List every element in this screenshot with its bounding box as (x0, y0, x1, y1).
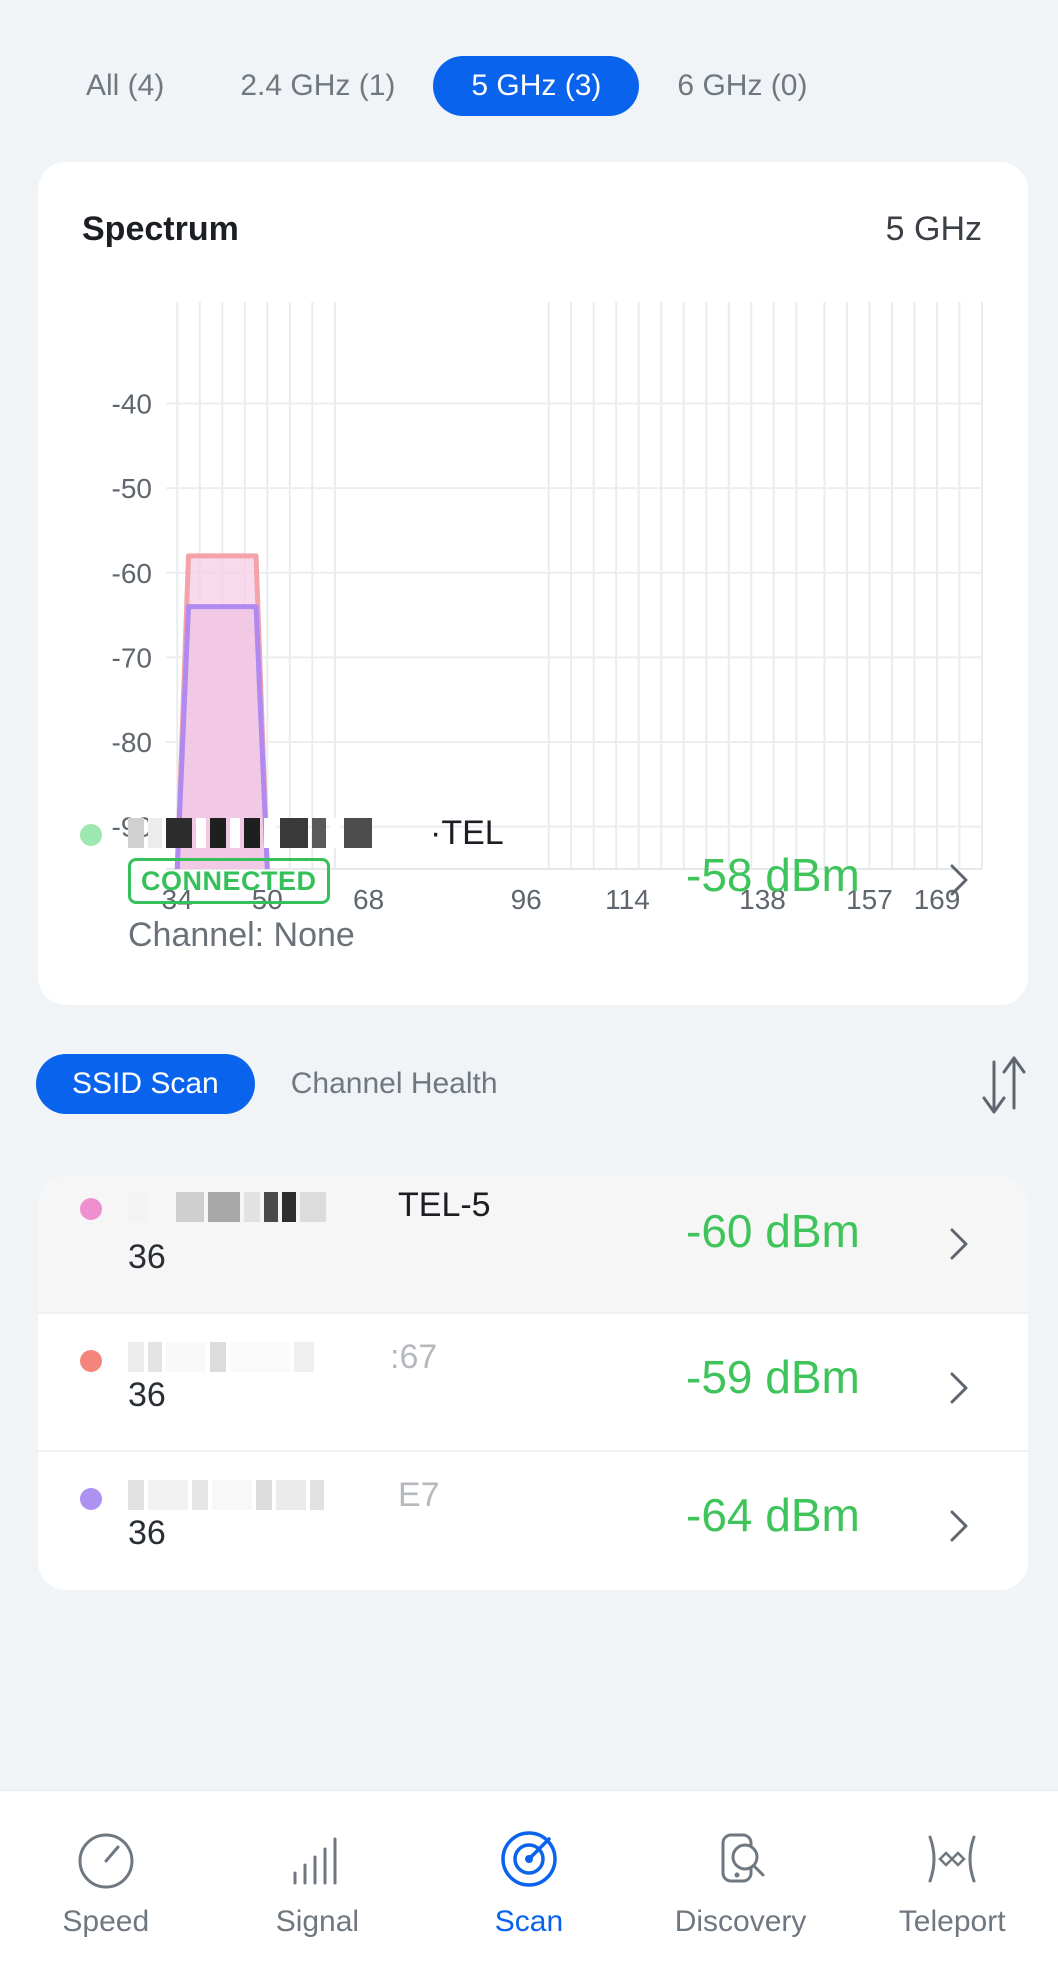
chevron-right-icon (950, 1510, 968, 1542)
network-channel: 36 (128, 1514, 166, 1552)
network-channel: 36 (128, 1376, 166, 1414)
redacted-ssid (128, 1192, 326, 1222)
network-signal-dbm: -59 dBm (686, 1351, 860, 1403)
x-tick-label: 114 (605, 884, 650, 915)
y-tick-label: -40 (112, 389, 152, 420)
network-signal-dbm: -64 dBm (686, 1489, 860, 1541)
connected-ssid-text: TEL (441, 814, 504, 852)
x-tick-label: 68 (353, 884, 384, 915)
signal-bars-icon (293, 1837, 337, 1885)
connected-channel: Channel: None (128, 916, 355, 954)
spectrum-band-label: 5 GHz (885, 210, 982, 248)
device-search-icon (721, 1833, 765, 1883)
scan-mode-tabs: SSID Scan Channel Health (36, 1054, 534, 1114)
y-tick-label: -50 (112, 473, 152, 504)
list-item[interactable]: E7 36 -64 dBm (38, 1452, 1028, 1590)
network-channel: 36 (128, 1238, 166, 1276)
nav-discovery[interactable]: Discovery (641, 1791, 841, 1974)
tab-ssid-scan[interactable]: SSID Scan (36, 1054, 255, 1114)
chevron-right-icon (950, 864, 968, 896)
y-tick-label: -60 (112, 558, 152, 589)
chevron-right-icon (950, 1228, 968, 1260)
spectrum-card: Spectrum 5 GHz -40-50-60-70-80-90 345068… (38, 162, 1028, 1005)
redacted-ssid (128, 818, 372, 848)
signal-area-outline (174, 604, 270, 870)
nav-teleport[interactable]: Teleport (852, 1791, 1052, 1974)
ssid-list: TEL-5 36 -60 dBm :67 36 -59 dBm (38, 1176, 1028, 1590)
nav-label: Scan (494, 1905, 564, 1938)
list-item[interactable]: :67 36 -59 dBm (38, 1314, 1028, 1452)
nav-scan[interactable]: Scan (429, 1791, 629, 1974)
x-tick-label: 34 (162, 884, 193, 915)
nav-signal[interactable]: Signal (217, 1791, 417, 1974)
sort-icon[interactable] (974, 1050, 1034, 1120)
connected-badge: CONNECTED (128, 858, 330, 904)
connected-network-row[interactable]: ·TEL CONNECTED Channel: None -58 dBm (38, 802, 1028, 982)
connected-network-color-dot (80, 824, 102, 846)
network-color-dot (80, 1350, 102, 1372)
signal-area-fill (177, 606, 268, 869)
list-item[interactable]: TEL-5 36 -60 dBm (38, 1176, 1028, 1314)
tab-channel-health[interactable]: Channel Health (290, 1067, 498, 1100)
chevron-right-icon (950, 1372, 968, 1404)
ssid-suffix: :67 (390, 1338, 438, 1376)
y-tick-label: -80 (112, 727, 152, 758)
nav-speed[interactable]: Speed (6, 1791, 206, 1974)
spectrum-title: Spectrum (82, 210, 239, 248)
network-signal-dbm: -60 dBm (686, 1205, 860, 1257)
band-tab-all[interactable]: All (4) (86, 69, 165, 102)
nav-label: Signal (275, 1905, 360, 1938)
radar-icon (501, 1831, 557, 1887)
redacted-ssid (128, 1480, 324, 1510)
x-tick-label: 157 (846, 884, 893, 915)
redacted-ssid (128, 1342, 314, 1372)
x-tick-label: 96 (511, 884, 542, 915)
connected-signal-dbm: -58 dBm (686, 849, 860, 901)
nav-label: Speed (62, 1905, 150, 1938)
connected-ssid-suffix: ·TEL (430, 814, 504, 852)
network-color-dot (80, 1488, 102, 1510)
ssid-suffix: TEL-5 (398, 1186, 491, 1224)
teleport-icon (928, 1835, 976, 1883)
band-filter-tabs: All (4) 2.4 GHz (1) 5 GHz (3) 6 GHz (0) (48, 56, 845, 116)
x-tick-label: 169 (914, 884, 961, 915)
nav-label: Discovery (674, 1905, 807, 1938)
ssid-suffix: E7 (398, 1476, 440, 1514)
band-tab-5ghz[interactable]: 5 GHz (3) (433, 56, 640, 116)
band-tab-6ghz[interactable]: 6 GHz (0) (677, 69, 808, 102)
band-tab-2-4ghz[interactable]: 2.4 GHz (1) (240, 69, 396, 102)
bottom-navigation: Speed Signal Scan Discovery Teleport (0, 1790, 1058, 1974)
y-tick-label: -70 (112, 642, 152, 673)
network-color-dot (80, 1198, 102, 1220)
nav-label: Teleport (898, 1905, 1006, 1938)
speedometer-icon (78, 1833, 134, 1889)
x-tick-label: 138 (739, 884, 786, 915)
x-tick-label: 50 (252, 884, 283, 915)
